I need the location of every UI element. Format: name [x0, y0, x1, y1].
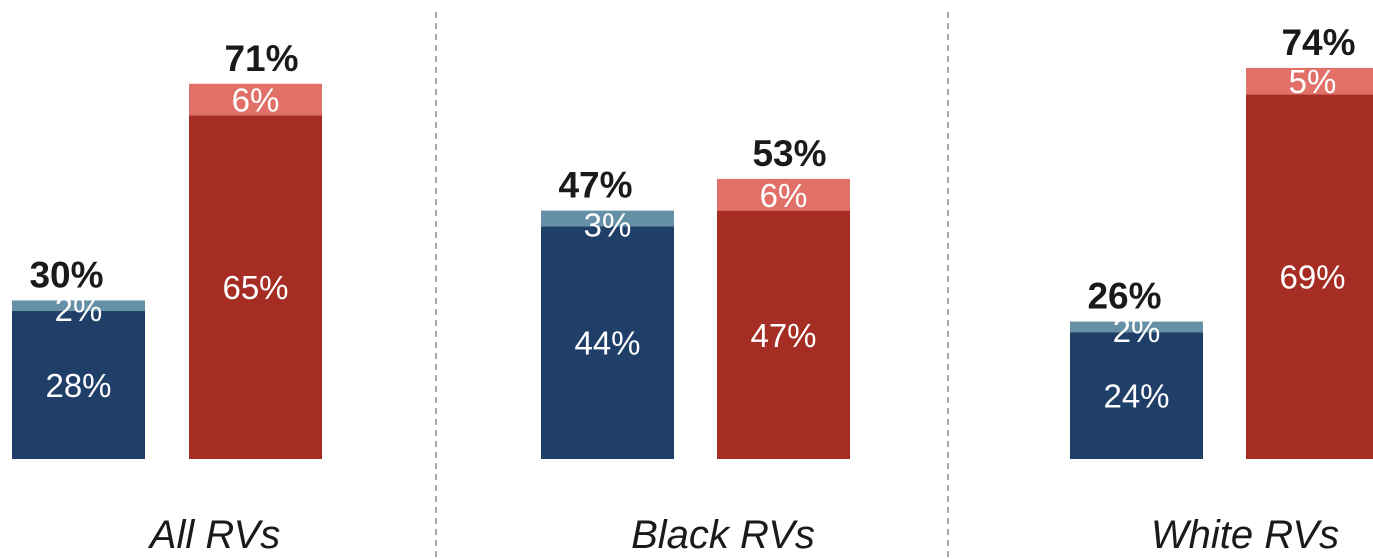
- bar-segment-black-rvs-red-0: [717, 210, 850, 459]
- bar-segment-white-rvs-blue-0: [1070, 332, 1203, 459]
- bar-segment-black-rvs-red-1: [717, 178, 850, 211]
- total-label: 26%: [1087, 276, 1161, 317]
- segment-label: 3%: [584, 206, 632, 243]
- segment-label: 5%: [1289, 63, 1337, 100]
- bar-segment-all-rvs-red-1: [189, 83, 322, 116]
- bar-segment-black-rvs-blue-1: [541, 210, 674, 227]
- panel-label: Black RVs: [631, 513, 815, 557]
- bar-segment-all-rvs-red-0: [189, 115, 322, 459]
- total-label: 71%: [224, 38, 298, 79]
- bar-segment-white-rvs-blue-1: [1070, 321, 1203, 333]
- panel-label: White RVs: [1151, 513, 1339, 557]
- segment-label: 6%: [232, 82, 280, 119]
- bar-segment-black-rvs-blue-0: [541, 226, 674, 459]
- segment-label: 2%: [55, 291, 103, 328]
- segment-label: 6%: [760, 177, 808, 214]
- segment-label: 24%: [1103, 378, 1169, 415]
- total-label: 53%: [752, 133, 826, 174]
- total-label: 74%: [1281, 22, 1355, 63]
- bar-segment-all-rvs-blue-0: [12, 311, 145, 459]
- segment-label: 2%: [1113, 312, 1161, 349]
- segment-label: 28%: [45, 367, 111, 404]
- bar-segment-white-rvs-red-1: [1246, 67, 1373, 95]
- total-label: 30%: [29, 254, 103, 295]
- segment-label: 69%: [1279, 259, 1345, 296]
- bar-segment-white-rvs-red-0: [1246, 94, 1373, 460]
- segment-label: 44%: [574, 325, 640, 362]
- total-label: 47%: [558, 165, 632, 206]
- panel-label: All RVs: [148, 513, 280, 557]
- segment-label: 65%: [222, 269, 288, 306]
- segment-label: 47%: [750, 317, 816, 354]
- bar-segment-all-rvs-blue-1: [12, 300, 145, 312]
